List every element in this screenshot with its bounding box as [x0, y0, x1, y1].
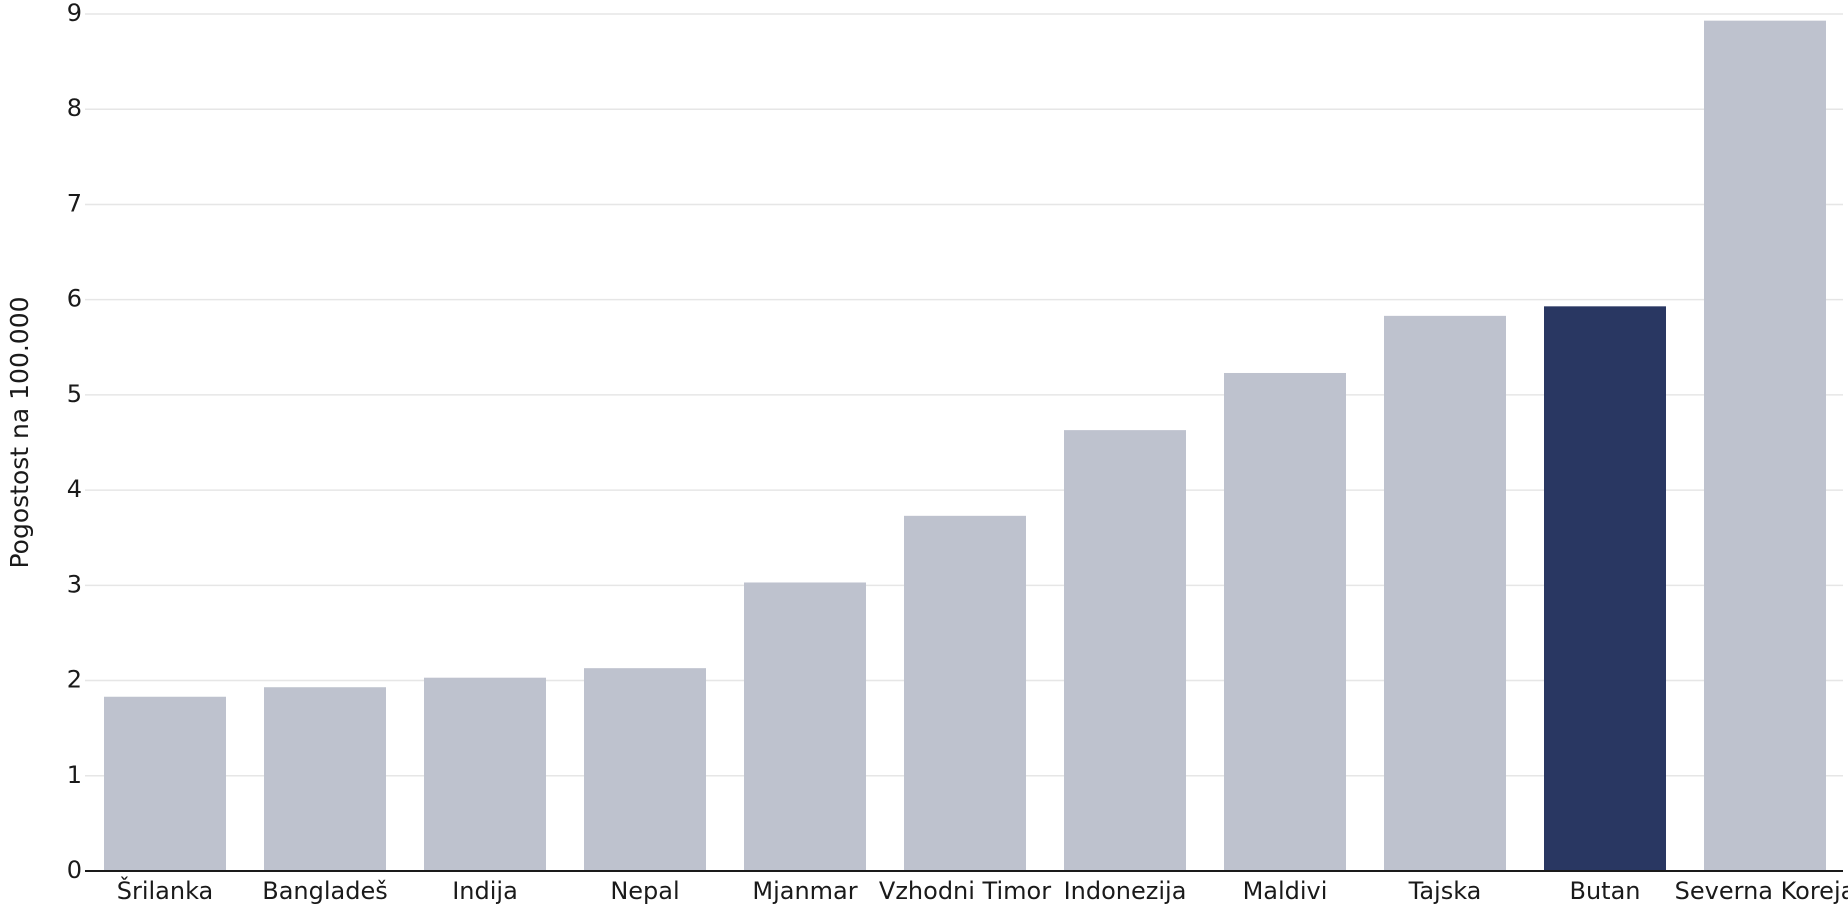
x-tick-label: Maldivi — [1243, 877, 1328, 905]
x-tick-label: Šrilanka — [117, 875, 214, 905]
x-tick-label: Indonezija — [1064, 877, 1187, 905]
bar-10 — [1704, 20, 1826, 872]
x-tick-label: Severna Koreja — [1675, 877, 1848, 905]
bars — [104, 20, 1826, 872]
bar-6 — [1064, 430, 1186, 871]
bar-3 — [584, 668, 706, 871]
y-tick-label: 0 — [67, 856, 82, 884]
x-tick-label: Bangladeš — [262, 877, 388, 905]
x-tick-labels: Šrilanka Bangladeš Indija Nepal Mjanmar Vzhod… — [117, 875, 1848, 905]
y-tick-label: 6 — [67, 285, 82, 313]
y-tick-label: 7 — [67, 189, 82, 217]
x-tick-label: Mjanmar — [752, 877, 857, 905]
bar-0 — [104, 696, 226, 871]
y-tick-label: 3 — [67, 570, 82, 598]
y-tick-label: 1 — [67, 761, 82, 789]
x-tick-label: Indija — [452, 877, 518, 905]
x-tick-label: Vzhodni Timor — [879, 877, 1051, 905]
y-tick-labels: 0 1 2 3 4 5 6 7 8 9 — [67, 0, 82, 884]
y-tick-label: 8 — [67, 94, 82, 122]
bar-8 — [1384, 315, 1506, 871]
x-tick-label: Tajska — [1408, 877, 1482, 905]
y-tick-label: 9 — [67, 0, 82, 27]
x-tick-label: Butan — [1569, 877, 1640, 905]
gridlines — [85, 13, 1843, 777]
x-tick-label: Nepal — [610, 877, 679, 905]
y-tick-label: 4 — [67, 475, 82, 503]
bar-4 — [744, 582, 866, 871]
y-axis-title: Pogostost na 100.000 — [5, 296, 34, 568]
bar-7 — [1224, 372, 1346, 871]
bar-1 — [264, 687, 386, 871]
bar-2 — [424, 677, 546, 871]
y-tick-label: 5 — [67, 380, 82, 408]
y-tick-label: 2 — [67, 666, 82, 694]
bar-5 — [904, 515, 1026, 871]
bar-9 — [1544, 306, 1666, 871]
